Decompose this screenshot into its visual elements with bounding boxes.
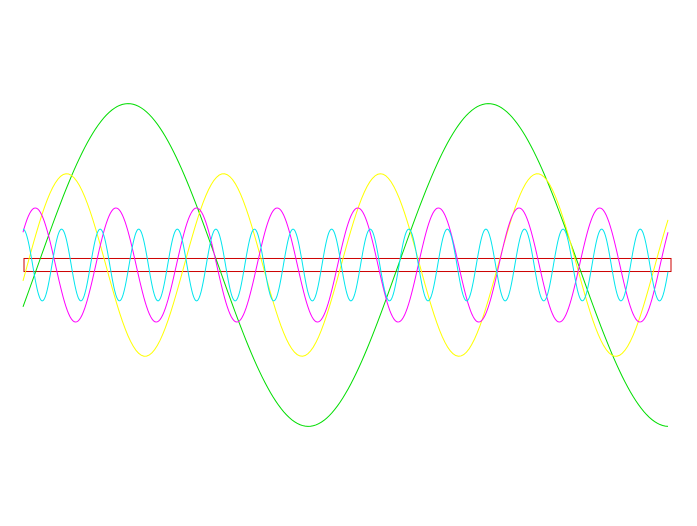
series-line-3	[22, 207, 669, 323]
reference-band	[23, 257, 672, 273]
series-line-4	[22, 228, 669, 302]
series-line-1	[22, 103, 669, 427]
series-line-2	[22, 173, 669, 357]
series-group	[22, 103, 669, 427]
